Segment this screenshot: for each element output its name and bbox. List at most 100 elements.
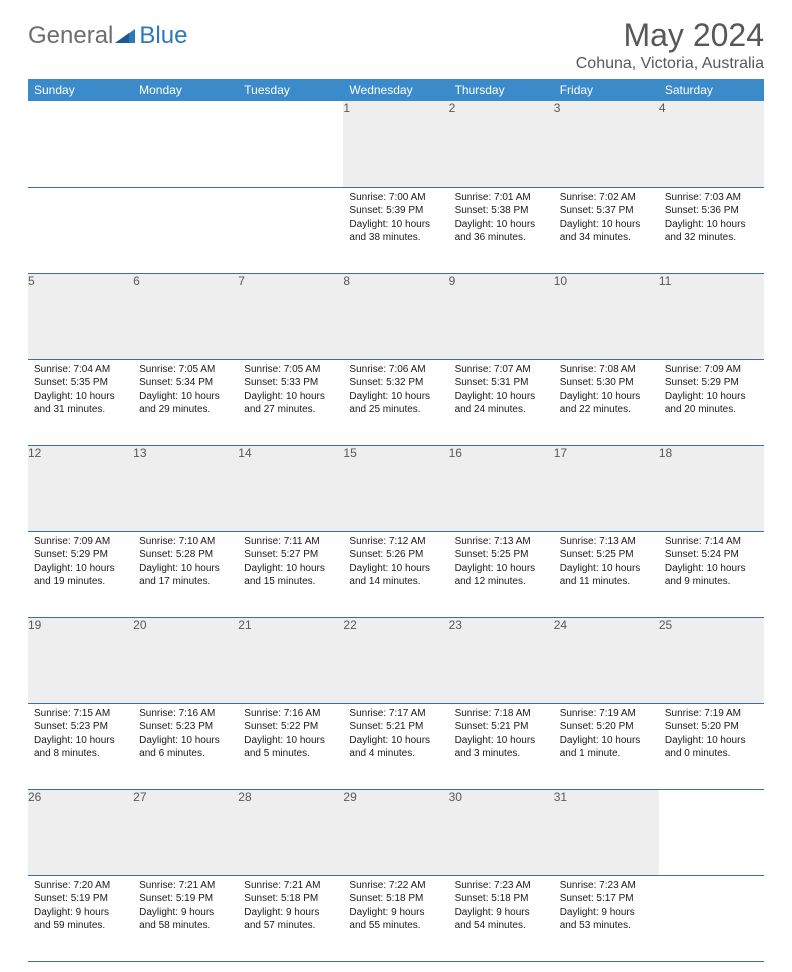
day-number-cell: 3	[554, 101, 659, 187]
weekday-header: Thursday	[449, 79, 554, 101]
daylight-line: Daylight: 9 hours and 55 minutes.	[349, 906, 442, 933]
day-number-cell: 22	[343, 617, 448, 703]
day-number-cell: 11	[659, 273, 764, 359]
daylight-line: Daylight: 10 hours and 6 minutes.	[139, 734, 232, 761]
sunrise-line: Sunrise: 7:21 AM	[139, 879, 232, 893]
day-number-cell: 28	[238, 789, 343, 875]
sunrise-line: Sunrise: 7:05 AM	[139, 363, 232, 377]
calendar-table: SundayMondayTuesdayWednesdayThursdayFrid…	[28, 79, 764, 962]
weekday-header: Monday	[133, 79, 238, 101]
day-number-cell: 23	[449, 617, 554, 703]
weekday-header: Sunday	[28, 79, 133, 101]
sunset-line: Sunset: 5:19 PM	[139, 892, 232, 906]
sunset-line: Sunset: 5:18 PM	[244, 892, 337, 906]
day-number-cell: 24	[554, 617, 659, 703]
day-number-cell: 8	[343, 273, 448, 359]
day-number-cell	[659, 789, 764, 875]
sunset-line: Sunset: 5:33 PM	[244, 376, 337, 390]
day-number-cell: 21	[238, 617, 343, 703]
day-cell: Sunrise: 7:05 AMSunset: 5:33 PMDaylight:…	[238, 359, 343, 445]
daylight-line: Daylight: 10 hours and 27 minutes.	[244, 390, 337, 417]
day-cell: Sunrise: 7:01 AMSunset: 5:38 PMDaylight:…	[449, 187, 554, 273]
day-number-cell: 30	[449, 789, 554, 875]
day-cell: Sunrise: 7:15 AMSunset: 5:23 PMDaylight:…	[28, 703, 133, 789]
sunset-line: Sunset: 5:28 PM	[139, 548, 232, 562]
daylight-line: Daylight: 10 hours and 8 minutes.	[34, 734, 127, 761]
daylight-line: Daylight: 10 hours and 4 minutes.	[349, 734, 442, 761]
sunrise-line: Sunrise: 7:00 AM	[349, 191, 442, 205]
day-cell: Sunrise: 7:19 AMSunset: 5:20 PMDaylight:…	[659, 703, 764, 789]
daylight-line: Daylight: 10 hours and 11 minutes.	[560, 562, 653, 589]
day-content-row: Sunrise: 7:09 AMSunset: 5:29 PMDaylight:…	[28, 531, 764, 617]
daylight-line: Daylight: 9 hours and 57 minutes.	[244, 906, 337, 933]
sunrise-line: Sunrise: 7:08 AM	[560, 363, 653, 377]
sunrise-line: Sunrise: 7:11 AM	[244, 535, 337, 549]
day-number-cell: 18	[659, 445, 764, 531]
day-number-cell: 12	[28, 445, 133, 531]
day-cell: Sunrise: 7:00 AMSunset: 5:39 PMDaylight:…	[343, 187, 448, 273]
day-number-row: 19202122232425	[28, 617, 764, 703]
sunset-line: Sunset: 5:38 PM	[455, 204, 548, 218]
sunrise-line: Sunrise: 7:16 AM	[139, 707, 232, 721]
day-number-cell: 4	[659, 101, 764, 187]
day-number-cell: 29	[343, 789, 448, 875]
sunset-line: Sunset: 5:21 PM	[455, 720, 548, 734]
sunset-line: Sunset: 5:24 PM	[665, 548, 758, 562]
daylight-line: Daylight: 10 hours and 36 minutes.	[455, 218, 548, 245]
day-cell: Sunrise: 7:23 AMSunset: 5:18 PMDaylight:…	[449, 875, 554, 961]
sunrise-line: Sunrise: 7:04 AM	[34, 363, 127, 377]
day-number-cell: 31	[554, 789, 659, 875]
day-number-cell	[28, 101, 133, 187]
sunrise-line: Sunrise: 7:23 AM	[560, 879, 653, 893]
day-cell: Sunrise: 7:08 AMSunset: 5:30 PMDaylight:…	[554, 359, 659, 445]
day-cell: Sunrise: 7:10 AMSunset: 5:28 PMDaylight:…	[133, 531, 238, 617]
sunrise-line: Sunrise: 7:02 AM	[560, 191, 653, 205]
day-number-cell: 5	[28, 273, 133, 359]
day-number-cell: 19	[28, 617, 133, 703]
sunset-line: Sunset: 5:22 PM	[244, 720, 337, 734]
day-cell: Sunrise: 7:13 AMSunset: 5:25 PMDaylight:…	[449, 531, 554, 617]
weekday-header: Saturday	[659, 79, 764, 101]
day-cell: Sunrise: 7:21 AMSunset: 5:18 PMDaylight:…	[238, 875, 343, 961]
sunrise-line: Sunrise: 7:03 AM	[665, 191, 758, 205]
sunset-line: Sunset: 5:23 PM	[34, 720, 127, 734]
day-number-cell: 25	[659, 617, 764, 703]
day-number-cell: 7	[238, 273, 343, 359]
day-cell: Sunrise: 7:22 AMSunset: 5:18 PMDaylight:…	[343, 875, 448, 961]
sunrise-line: Sunrise: 7:13 AM	[560, 535, 653, 549]
daylight-line: Daylight: 10 hours and 20 minutes.	[665, 390, 758, 417]
day-number-cell: 10	[554, 273, 659, 359]
daylight-line: Daylight: 10 hours and 9 minutes.	[665, 562, 758, 589]
day-number-cell: 13	[133, 445, 238, 531]
sunset-line: Sunset: 5:29 PM	[665, 376, 758, 390]
day-number-row: 567891011	[28, 273, 764, 359]
sunset-line: Sunset: 5:23 PM	[139, 720, 232, 734]
sunset-line: Sunset: 5:25 PM	[455, 548, 548, 562]
sunrise-line: Sunrise: 7:05 AM	[244, 363, 337, 377]
day-number-cell	[133, 101, 238, 187]
day-cell	[28, 187, 133, 273]
sunrise-line: Sunrise: 7:18 AM	[455, 707, 548, 721]
sunset-line: Sunset: 5:36 PM	[665, 204, 758, 218]
sunrise-line: Sunrise: 7:13 AM	[455, 535, 548, 549]
daylight-line: Daylight: 10 hours and 17 minutes.	[139, 562, 232, 589]
day-number-cell: 1	[343, 101, 448, 187]
daylight-line: Daylight: 10 hours and 15 minutes.	[244, 562, 337, 589]
daylight-line: Daylight: 10 hours and 31 minutes.	[34, 390, 127, 417]
sunset-line: Sunset: 5:19 PM	[34, 892, 127, 906]
logo-text-1: General	[28, 22, 113, 50]
weekday-header: Wednesday	[343, 79, 448, 101]
day-cell: Sunrise: 7:16 AMSunset: 5:23 PMDaylight:…	[133, 703, 238, 789]
day-number-cell	[238, 101, 343, 187]
sunset-line: Sunset: 5:31 PM	[455, 376, 548, 390]
sunrise-line: Sunrise: 7:20 AM	[34, 879, 127, 893]
daylight-line: Daylight: 10 hours and 29 minutes.	[139, 390, 232, 417]
day-number-cell: 16	[449, 445, 554, 531]
day-cell: Sunrise: 7:05 AMSunset: 5:34 PMDaylight:…	[133, 359, 238, 445]
day-cell: Sunrise: 7:09 AMSunset: 5:29 PMDaylight:…	[28, 531, 133, 617]
daylight-line: Daylight: 10 hours and 24 minutes.	[455, 390, 548, 417]
sunset-line: Sunset: 5:34 PM	[139, 376, 232, 390]
sunset-line: Sunset: 5:20 PM	[665, 720, 758, 734]
day-cell	[133, 187, 238, 273]
sunrise-line: Sunrise: 7:19 AM	[665, 707, 758, 721]
